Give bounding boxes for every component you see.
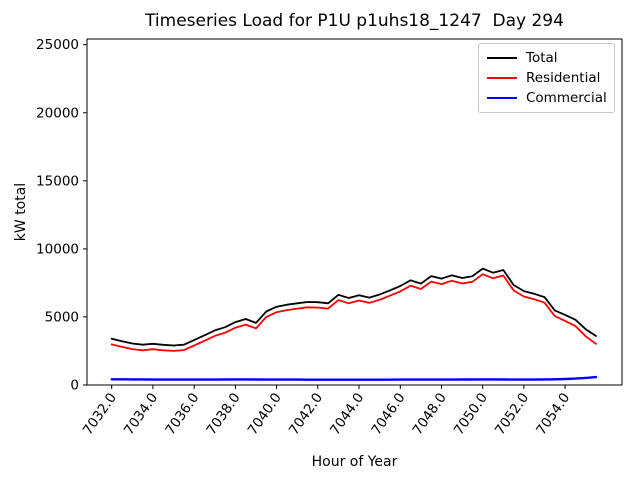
svg-text:15000: 15000 (36, 173, 79, 189)
series-line-commercial (110, 375, 598, 381)
y-axis-label: kW total (13, 182, 29, 242)
svg-text:7050.0: 7050.0 (451, 390, 491, 438)
legend: Total Residential Commercial (478, 43, 615, 113)
legend-row-residential: Residential (487, 69, 606, 87)
svg-text:7044.0: 7044.0 (327, 390, 367, 438)
svg-text:20000: 20000 (36, 105, 79, 121)
svg-text:7054.0: 7054.0 (533, 390, 573, 438)
svg-text:7048.0: 7048.0 (410, 390, 450, 438)
svg-text:7038.0: 7038.0 (203, 390, 243, 438)
svg-text:10000: 10000 (36, 241, 79, 257)
svg-text:0: 0 (70, 378, 79, 394)
legend-row-commercial: Commercial (487, 89, 607, 107)
axes-frame (86, 38, 623, 386)
svg-text:7034.0: 7034.0 (121, 390, 161, 438)
svg-text:7052.0: 7052.0 (492, 390, 532, 438)
svg-text:7032.0: 7032.0 (80, 390, 120, 438)
legend-label-total: Total (526, 50, 558, 66)
legend-label-commercial: Commercial (526, 90, 607, 106)
legend-label-residential: Residential (526, 70, 601, 86)
svg-text:7040.0: 7040.0 (245, 390, 285, 438)
legend-line-total (487, 57, 517, 59)
x-axis-label: Hour of Year (311, 454, 398, 470)
legend-line-commercial (487, 97, 517, 99)
svg-text:25000: 25000 (36, 37, 79, 53)
series-line-total (110, 267, 597, 347)
svg-text:7042.0: 7042.0 (286, 390, 326, 438)
chart-title: Timeseries Load for P1U p1uhs18_1247 Day… (145, 11, 564, 31)
legend-line-residential (487, 77, 517, 79)
series-line-residential (110, 273, 597, 352)
x-axis-ticks: 7032.0 7034.0 7036.0 7038.0 7040.0 7042.0 7044… (80, 385, 573, 438)
legend-row-total: Total (487, 49, 606, 67)
y-axis-ticks: 0 5000 10000 15000 20000 25000 (36, 37, 87, 394)
svg-text:5000: 5000 (45, 309, 79, 325)
svg-text:7046.0: 7046.0 (368, 390, 408, 438)
svg-text:7036.0: 7036.0 (162, 390, 202, 438)
